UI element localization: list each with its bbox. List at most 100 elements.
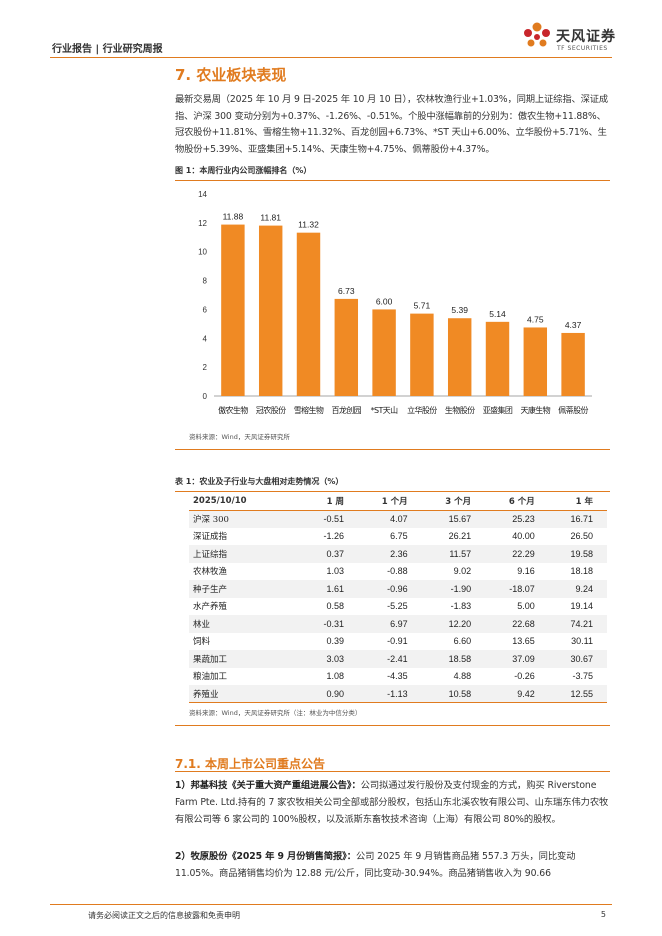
gain-ranking-bar-chart: 0 2 4 6 8 10 12 14 11.88 傲农生物 11.81 冠农股份 11.32 雪榕生物 6.… [198,190,592,415]
table-cell-1m: -0.96 [358,580,422,598]
table-row: 养殖业 0.90 -1.13 10.58 9.42 12.55 [189,685,607,703]
table-cell-1w: -0.31 [303,615,359,633]
table-cell-6m: 25.23 [485,510,549,528]
category-label: *ST天山 [371,405,399,415]
category-label: 亚盛集团 [483,405,513,415]
table-row: 林业 -0.31 6.97 12.20 22.68 74.21 [189,615,607,633]
table-cell-1m: -2.41 [358,650,422,668]
table-cell-1y: 74.21 [548,615,607,633]
table-cell-3m: 10.58 [421,685,486,703]
table-cell-6m: 9.42 [485,685,549,703]
table-cell-1m: 6.75 [390,531,408,542]
category-label: 立华股份 [407,405,437,415]
bar [447,318,472,396]
page-number: 5 [600,910,606,919]
table-title: 表 1：农业及子行业与大盘相对走势情况（%） [175,476,610,492]
footer-disclaimer: 请务必阅读正文之后的信息披露和免责申明 [88,911,240,920]
announcements-rule [175,771,610,772]
table-cell-1w: -0.51 [303,510,359,528]
table-cell-1y: 9.24 [548,580,607,598]
y-tick-label: 12 [198,219,207,228]
table-cell-6m: 22.68 [485,615,549,633]
table-row: 粮油加工 1.08 -4.35 4.88 -0.26 -3.75 [189,668,607,686]
table-cell-name: 养殖业 [189,685,304,703]
table-cell-1m: 6.97 [358,615,422,633]
announcement-1-heading: 1）邦基科技《关于重大资产重组进展公告》： [175,780,361,791]
logo-text-en: TF SECURITIES [557,45,608,52]
figure-title: 图 1：本周行业内公司涨幅排名（%） [175,165,610,181]
table-cell-1w: 1.08 [326,671,345,682]
logo-text-cn: 天风证券 [556,29,616,45]
table-cell-1m: 4.07 [358,510,422,528]
table-source: 资料来源：Wind，天风证券研究所（注：林业为中信分类） [189,709,362,717]
table-cell-6m: 13.65 [512,636,535,647]
table-header-3m: 3 个月 [421,492,486,511]
table-cell-1w: 1.03 [326,566,345,577]
footer-divider [50,904,612,905]
table-cell-1w: 3.03 [303,650,359,668]
category-label: 冠农股份 [256,405,286,415]
table-cell-3m: 15.67 [421,510,486,528]
table-cell-6m: 9.16 [517,566,535,577]
bar-value-label: 5.71 [414,301,431,311]
category-label: 傲农生物 [218,405,248,415]
table-cell-1y: 30.11 [571,636,593,647]
y-tick-label: 6 [203,305,208,314]
table-header-1m: 1 个月 [358,492,422,511]
table-header-row: 2025/10/10 1 周 1 个月 3 个月 6 个月 1 年 [189,492,607,511]
table-row: 饲料 0.39 -0.91 6.60 13.65 30.11 [189,633,607,651]
table-cell-name: 上证综指 [189,545,304,563]
table-cell-name: 农林牧渔 [193,567,228,578]
figure-source: 资料来源：Wind，天风证券研究所 [189,433,290,441]
y-tick-label: 2 [203,363,208,372]
table-cell-1m: -0.88 [387,566,408,577]
table-row: 深证成指 -1.26 6.75 26.21 40.00 26.50 [189,528,607,546]
table-cell-1w: -1.26 [323,531,345,542]
figure-bottom-rule [175,449,610,450]
bar [410,313,434,396]
table-cell-6m: -18.07 [485,580,549,598]
table-cell-6m: 40.00 [512,531,535,542]
header-divider [50,57,612,58]
table-row: 上证综指 0.37 2.36 11.57 22.29 19.58 [189,545,607,563]
table-cell-1w: 0.90 [303,685,359,703]
table-cell-1y: 12.55 [548,685,607,703]
table-cell-3m: 9.02 [453,566,472,577]
y-tick-label: 4 [203,334,208,343]
bar-value-label: 11.81 [260,213,281,223]
table-cell-3m: 4.88 [453,671,472,682]
bar-value-label: 4.75 [527,314,544,324]
table-cell-name: 果蔬加工 [189,650,304,668]
table-cell-1y: -3.75 [572,671,593,682]
table-cell-3m: -1.83 [450,601,472,612]
table-header-date: 2025/10/10 [189,492,304,511]
bar-value-label: 11.32 [298,220,319,230]
table-cell-3m: -1.90 [421,580,486,598]
table-cell-1m: 2.36 [358,545,422,563]
table-cell-6m: 22.29 [485,545,549,563]
bar [221,224,245,396]
bar [485,321,510,396]
table-cell-6m: -0.26 [514,671,535,682]
table-cell-3m: 18.58 [421,650,486,668]
announcement-item-2: 2）牧原股份《2025 年 9 月份销售简报》：公司 2025 年 9 月销售商… [175,848,610,882]
company-logo: 天风证券 TF SECURITIES [520,18,615,58]
report-breadcrumb: 行业报告 | 行业研究周报 [52,44,163,55]
table-cell-name: 粮油加工 [193,672,228,683]
table-header-1y: 1 年 [548,492,607,511]
table-row: 沪深 300 -0.51 4.07 15.67 25.23 16.71 [189,510,607,528]
bar-value-label: 5.14 [489,309,506,319]
table-row: 种子生产 1.61 -0.96 -1.90 -18.07 9.24 [189,580,607,598]
table-cell-6m: 37.09 [485,650,549,668]
category-label: 佩蒂股份 [558,405,588,415]
category-label: 雪榕生物 [294,405,324,415]
table-cell-3m: 11.57 [421,545,486,563]
table-cell-3m: 26.21 [448,531,472,542]
table-header-1w: 1 周 [303,492,359,511]
table-cell-6m: 5.00 [517,601,535,612]
announcement-1-body: 公司拟通过发行股份及支付现金的方式，购买 Riverstone Farm Pte… [175,780,609,825]
table-cell-1m: -5.25 [387,601,408,612]
table-cell-1y: 18.18 [570,566,593,577]
table-bottom-rule [175,725,610,726]
